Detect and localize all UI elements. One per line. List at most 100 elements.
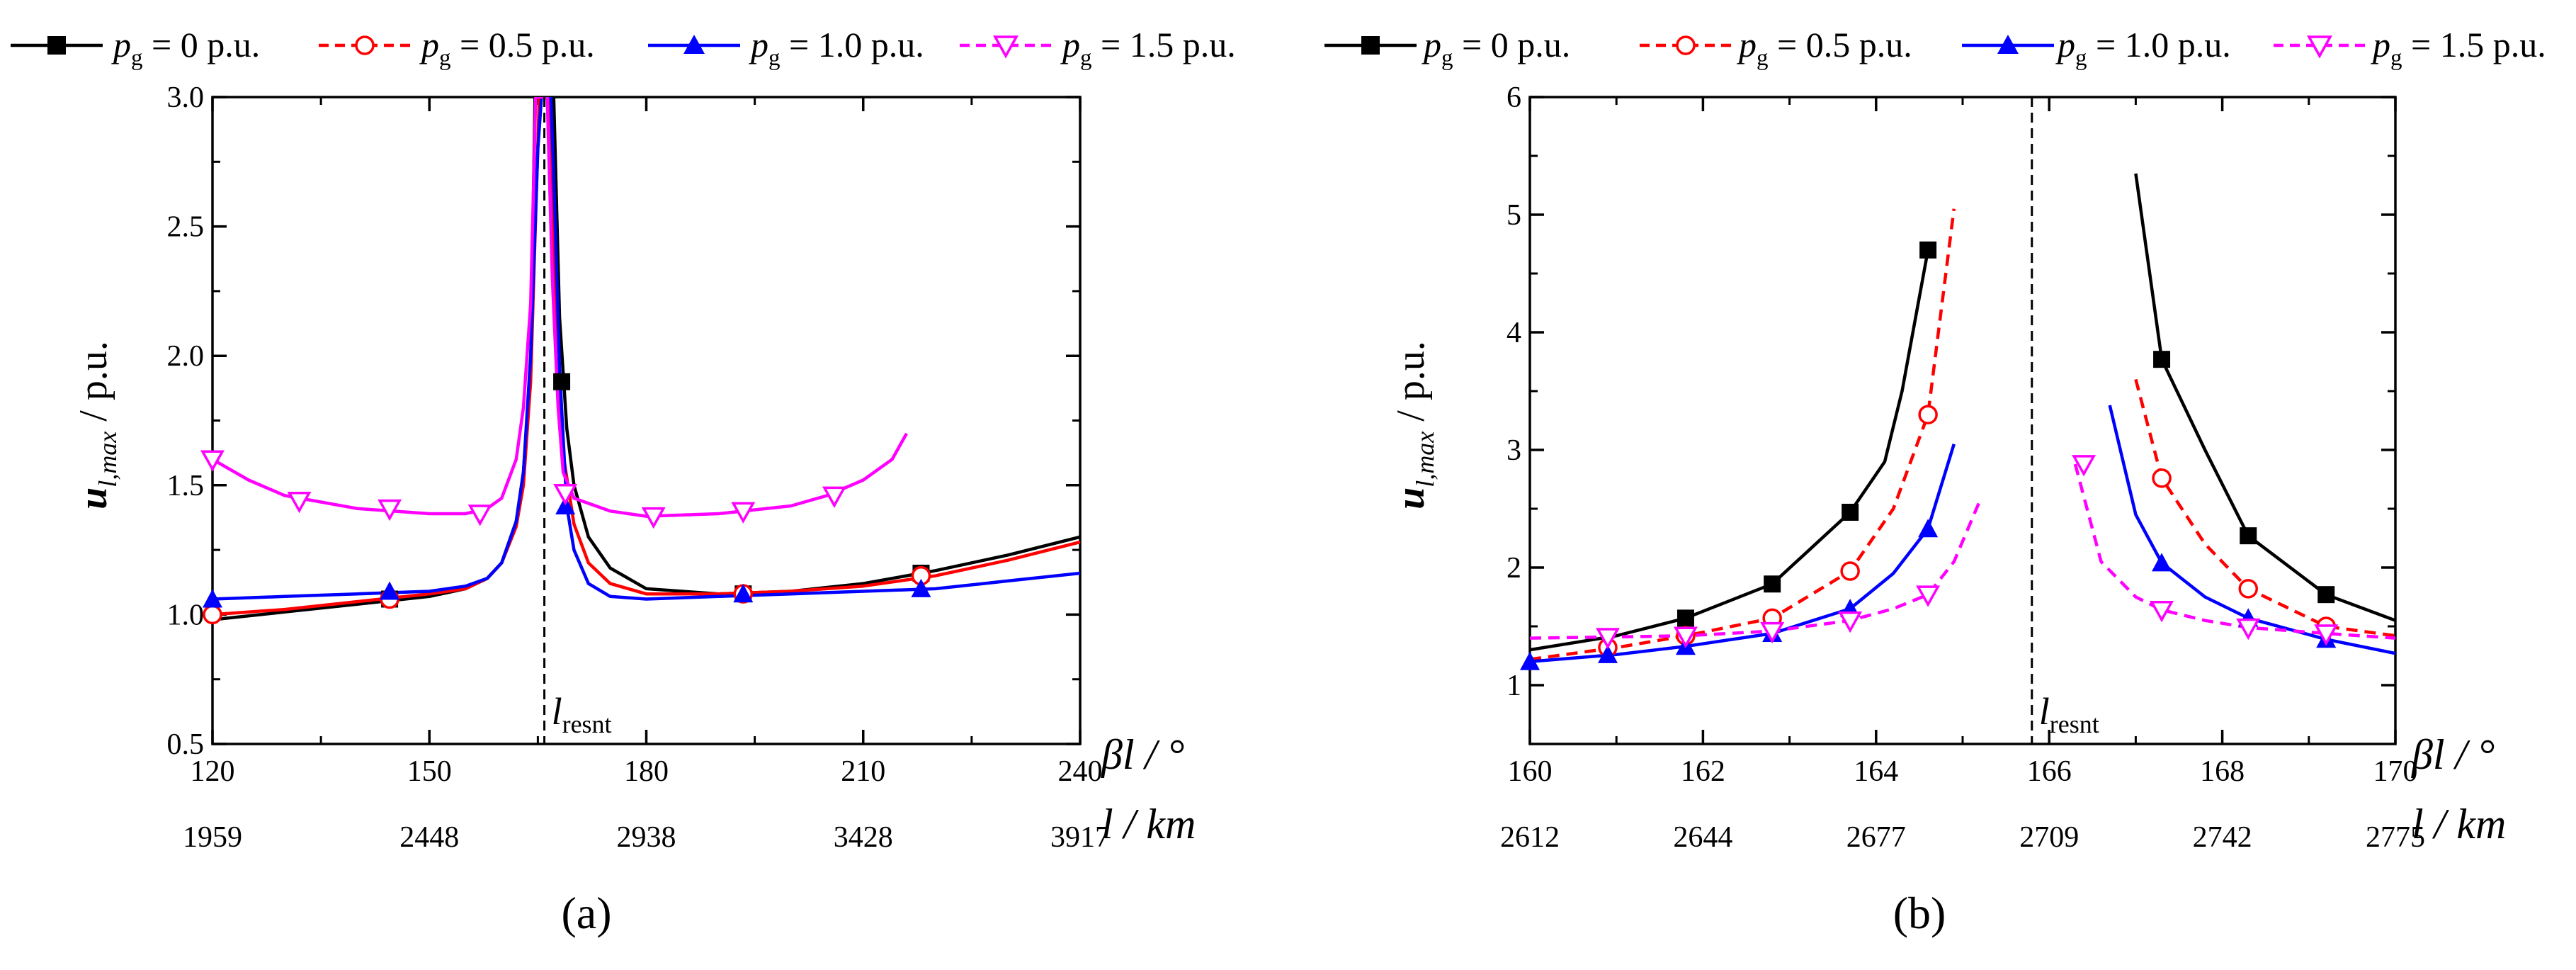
chart-a-marker-3 xyxy=(731,502,756,524)
chart-a-xlabel-beta: βl / ° xyxy=(1101,731,1184,778)
chart-a-marker-1 xyxy=(203,604,222,625)
chart-a-xlabel-km: l / km xyxy=(1101,801,1196,847)
chart-a-km-label: 1959 xyxy=(183,821,242,854)
legend-a-item-pg10: pg = 1.0 p.u. xyxy=(648,25,924,71)
chart-b-marker-3 xyxy=(2072,455,2096,477)
chart-a-marker-2 xyxy=(911,578,931,597)
chart-b-caption: (b) xyxy=(1893,888,1946,938)
chart-b-marker-2 xyxy=(1597,644,1618,663)
chart-a-marker-3 xyxy=(200,450,225,472)
chart-b-xtick-label: 160 xyxy=(1508,755,1553,788)
chart-b-marker-1 xyxy=(2238,579,2259,599)
chart-b-xtick-label: 162 xyxy=(1681,755,1725,788)
chart-a-marker-3 xyxy=(378,499,402,521)
chart-b-km-label: 2677 xyxy=(1846,821,1906,854)
chart-b-series xyxy=(1530,173,2395,664)
svg-text:pg = 0 p.u.: pg = 0 p.u. xyxy=(1422,25,1570,71)
chart-b-marker-1 xyxy=(2152,468,2172,488)
chart-b-marker-3 xyxy=(1595,628,1620,650)
chart-a-caption: (a) xyxy=(561,888,611,938)
chart-b-series-line-1 xyxy=(2134,378,2395,638)
svg-text:pg = 0.5 p.u.: pg = 0.5 p.u. xyxy=(1737,25,1912,71)
legend-a-item-pg0: pg = 0 p.u. xyxy=(11,25,260,71)
chart-a-xtick-label: 240 xyxy=(1058,755,1103,788)
chart-b-marker-3 xyxy=(1673,626,1698,648)
chart-a-marker-3 xyxy=(822,486,846,508)
svg-text:pg = 1.5 p.u.: pg = 1.5 p.u. xyxy=(1060,25,1236,71)
chart-b-km-label: 2742 xyxy=(2193,821,2252,854)
chart-b-marker-0 xyxy=(2240,527,2257,545)
chart-a-frame xyxy=(211,96,1082,745)
chart-b-series-line-3 xyxy=(1530,500,1982,640)
chart-a-km-label: 2448 xyxy=(399,821,459,854)
chart-a-ytick-label: 1.5 xyxy=(167,470,205,502)
chart-b-markers xyxy=(1520,241,2339,670)
chart-a-resonance-label: lresnt xyxy=(552,690,612,738)
chart-b-km-label: 2612 xyxy=(1500,821,1560,854)
chart-a-marker-3 xyxy=(467,504,492,526)
chart-b-ytick-label: 5 xyxy=(1507,199,1521,232)
chart-b-series-line-1 xyxy=(1530,208,1956,661)
legend-b-item-pg10: pg = 1.0 p.u. xyxy=(1962,25,2231,71)
chart-b-series-line-3 xyxy=(2073,463,2395,640)
chart-b-marker-3 xyxy=(1916,585,1941,607)
svg-text:pg = 1.0 p.u.: pg = 1.0 p.u. xyxy=(2055,25,2231,71)
chart-a: ul,max / p.u. 120 1959 150 2448 180 2938 210 34… xyxy=(72,81,1196,938)
chart-a-markers xyxy=(200,373,931,625)
chart-b-marker-0 xyxy=(2153,351,2171,368)
chart-b-xlabel-beta: βl / ° xyxy=(2411,731,2495,778)
chart-b-marker-2 xyxy=(2152,553,2172,572)
chart-a-ytick-label: 2.0 xyxy=(167,340,205,373)
chart-b-marker-1 xyxy=(1840,561,1860,581)
chart-b-ytick-label: 2 xyxy=(1507,552,1521,585)
chart-b-ytick-label: 1 xyxy=(1507,670,1521,702)
chart-b-axes: 1602612162264416426771662709168274217027… xyxy=(1500,81,2425,854)
legend-a-item-pg15: pg = 1.5 p.u. xyxy=(960,25,1236,71)
svg-text:pg = 1.5 p.u.: pg = 1.5 p.u. xyxy=(2371,25,2546,71)
chart-b: ul,max / p.u. 16026121622644164267716627… xyxy=(1389,81,2506,938)
chart-b-km-label: 2709 xyxy=(2019,821,2079,854)
chart-b-km-label: 2644 xyxy=(1673,821,1732,854)
chart-b-xtick-label: 168 xyxy=(2200,755,2245,788)
chart-a-km-label: 2938 xyxy=(617,821,676,854)
chart-b-resonance-label: lresnt xyxy=(2039,690,2099,738)
chart-a-marker-3 xyxy=(641,507,666,529)
chart-b-ytick-label: 6 xyxy=(1507,81,1521,114)
legend-a: pg = 0 p.u. pg = 0.5 p.u. pg = 1.0 p.u. … xyxy=(11,25,1236,71)
chart-a-km-label: 3428 xyxy=(834,821,893,854)
chart-a-km-label: 3917 xyxy=(1050,821,1110,854)
chart-a-xtick-label: 150 xyxy=(407,755,452,788)
chart-b-marker-3 xyxy=(1838,611,1863,633)
chart-a-series-line-0 xyxy=(212,97,1080,621)
chart-a-ytick-label: 0.5 xyxy=(167,728,205,761)
chart-b-xtick-label: 164 xyxy=(1854,755,1898,788)
chart-a-marker-3 xyxy=(553,484,578,506)
chart-b-marker-3 xyxy=(2314,624,2339,646)
legend-b: pg = 0 p.u. pg = 0.5 p.u. pg = 1.0 p.u. … xyxy=(1324,25,2546,71)
chart-b-marker-3 xyxy=(2236,618,2261,641)
chart-b-frame xyxy=(1528,96,2397,745)
chart-a-series xyxy=(212,97,1080,621)
chart-a-marker-2 xyxy=(733,584,754,603)
chart-a-ytick-label: 2.5 xyxy=(167,211,205,244)
chart-b-marker-3 xyxy=(2150,601,2174,623)
chart-b-xtick-label: 170 xyxy=(2373,755,2418,788)
chart-b-marker-1 xyxy=(1918,405,1938,424)
chart-a-marker-3 xyxy=(287,491,312,514)
chart-b-series-line-0 xyxy=(1530,249,1930,652)
legend-a-item-pg05: pg = 0.5 p.u. xyxy=(319,25,595,71)
chart-b-marker-2 xyxy=(1918,519,1939,538)
chart-a-ytick-label: 1.0 xyxy=(167,599,205,631)
chart-a-marker-2 xyxy=(380,581,400,600)
chart-a-xtick-label: 210 xyxy=(841,755,885,788)
chart-a-xtick-label: 120 xyxy=(191,755,235,788)
chart-b-marker-3 xyxy=(1760,621,1785,644)
chart-b-marker-0 xyxy=(1764,575,1781,593)
chart-a-series-line-1 xyxy=(212,97,1080,616)
chart-b-ytick-label: 4 xyxy=(1507,317,1521,349)
chart-b-marker-0 xyxy=(1842,503,1859,521)
chart-b-series-line-2 xyxy=(1530,444,1956,664)
chart-b-ylabel: ul,max / p.u. xyxy=(1389,341,1439,509)
chart-b-series-line-0 xyxy=(2134,173,2395,622)
chart-a-series-line-2 xyxy=(212,97,1080,601)
